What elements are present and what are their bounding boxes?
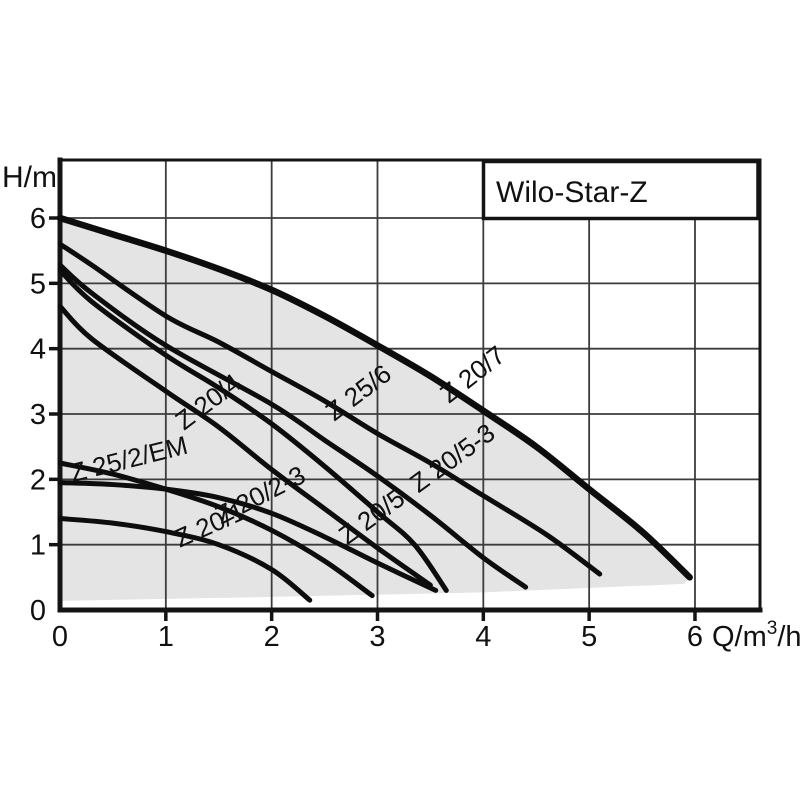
y-tick-label: 6 [30,203,46,235]
x-tick-label: 2 [264,621,280,653]
x-axis-unit-label: Q/m3/h [712,618,800,653]
y-tick-label: 0 [30,595,46,627]
y-axis-label: H/m [2,161,57,194]
y-tick-label: 2 [30,464,46,496]
y-tick-label: 5 [30,268,46,300]
x-unit-post: /h [777,621,800,653]
x-tick-label: 5 [581,621,597,653]
x-unit-superscript: 3 [767,618,778,639]
y-tick-label: 3 [30,399,46,431]
chart-title: Wilo-Star-Z [496,176,648,209]
y-tick-label: 4 [30,334,46,366]
x-unit-pre: Q/m [712,621,767,653]
curve-label: Z 20/7 [434,340,511,409]
pump-curve-chart: Wilo-Star-Z Z 20/7Z 25/6Z 20/4Z 20/5, Z … [0,0,800,800]
x-tick-label: 6 [687,621,703,653]
x-tick-label: 1 [158,621,174,653]
x-tick-label: 0 [52,621,68,653]
chart-svg: Wilo-Star-Z Z 20/7Z 25/6Z 20/4Z 20/5, Z … [0,0,800,800]
x-tick-label: 3 [369,621,385,653]
x-tick-label: 4 [475,621,491,653]
y-tick-label: 1 [30,530,46,562]
